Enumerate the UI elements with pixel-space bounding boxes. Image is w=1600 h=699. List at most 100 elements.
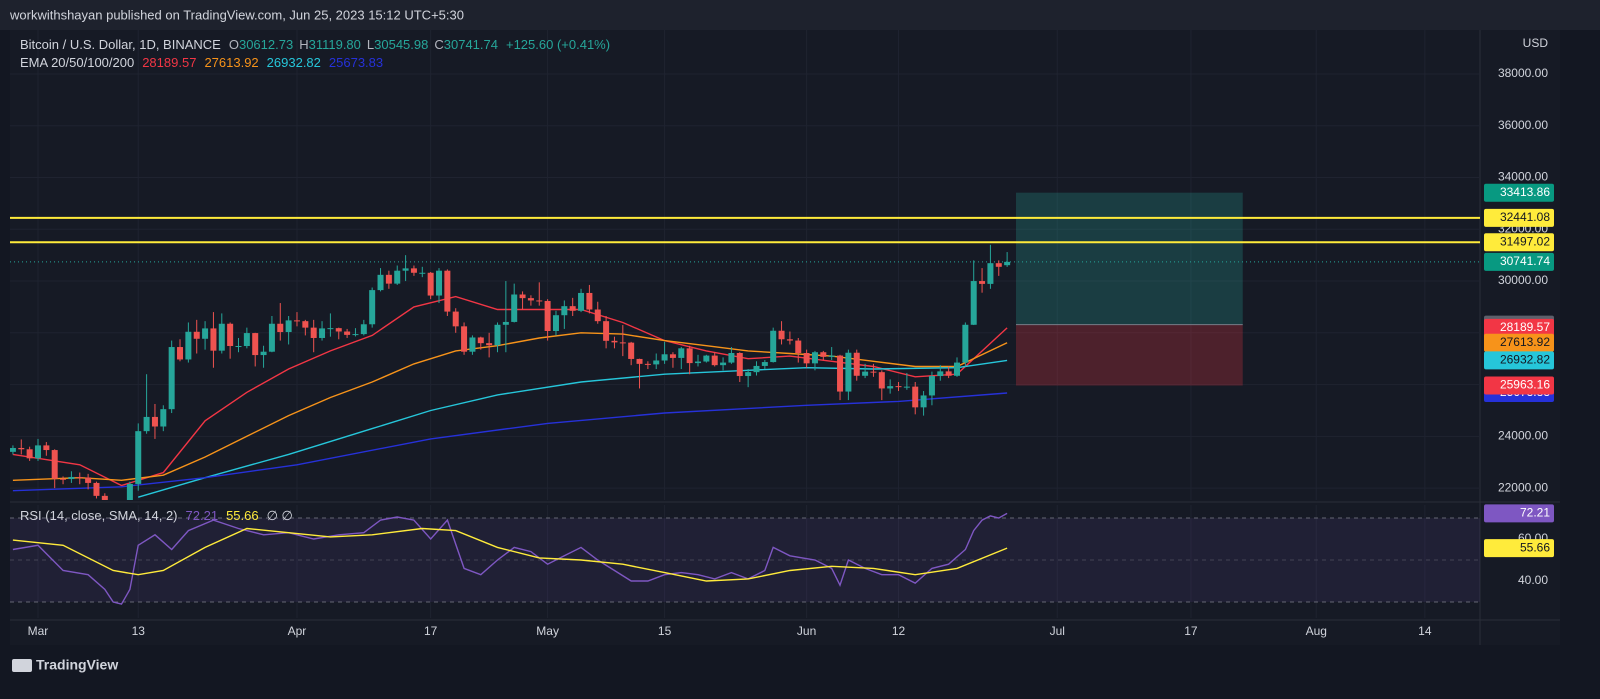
rsi-value: 72.21: [186, 508, 219, 523]
candle-body: [419, 272, 426, 274]
rsi-label: 55.66: [1520, 540, 1550, 554]
rsi-line: [12, 512, 1008, 605]
ohlc-label: C: [434, 37, 443, 52]
x-tick-label: Mar: [28, 624, 49, 638]
ohlc-value: 30741.74: [444, 37, 498, 52]
candle-body: [837, 355, 844, 392]
candle-body: [586, 292, 593, 310]
indicator-label: EMA 20/50/100/200: [20, 55, 134, 70]
candle-body: [552, 315, 559, 331]
candle-body: [578, 292, 585, 311]
ema-legend: EMA 20/50/100/200 28189.57 27613.92 26932.8…: [20, 55, 383, 70]
candle-body: [260, 351, 267, 356]
candle-body: [745, 372, 752, 377]
x-tick-label: Aug: [1306, 624, 1327, 638]
candle-body: [970, 281, 977, 325]
candle-body: [786, 339, 793, 341]
candle-body: [51, 450, 58, 479]
candle-body: [778, 330, 785, 340]
x-tick-label: May: [536, 624, 559, 638]
candle-body: [85, 477, 92, 483]
candle-body: [177, 347, 184, 360]
footer-logo: TradingView: [36, 657, 118, 673]
candle-body: [243, 333, 250, 347]
ema-label: 28189.57: [1500, 320, 1550, 334]
x-tick-label: 14: [1418, 624, 1432, 638]
candle-body: [728, 352, 735, 363]
profit-zone: [1015, 192, 1243, 325]
candle-body: [695, 361, 702, 364]
chart-area: [10, 30, 1560, 645]
candle-body: [912, 386, 919, 408]
y-tick-label: 36000.00: [1498, 118, 1548, 132]
ohlc-value: 30545.98: [374, 37, 428, 52]
candle-body: [920, 395, 927, 408]
candle-body: [928, 376, 935, 396]
rsi-label: 72.21: [1520, 506, 1550, 520]
candle-body: [185, 331, 192, 360]
candle-body: [43, 445, 50, 451]
level-label: 31497.02: [1500, 234, 1550, 248]
candle-body: [126, 483, 133, 500]
candle-body: [410, 268, 417, 273]
candle-body: [235, 346, 242, 348]
candle-body: [10, 447, 16, 452]
target-label: 33413.86: [1500, 185, 1550, 199]
candle-body: [360, 324, 367, 335]
ema-tag: [1484, 333, 1554, 352]
candle-body: [527, 298, 534, 301]
candle-body: [895, 386, 902, 388]
rsi-tag: [1484, 504, 1554, 523]
candle-body: [277, 323, 284, 333]
candle-body: [486, 343, 493, 346]
ohlc-value: 30612.73: [239, 37, 293, 52]
x-tick-label: Jul: [1050, 624, 1065, 638]
candle-body: [394, 270, 401, 284]
candle-body: [18, 447, 25, 450]
candle-body: [293, 320, 300, 322]
ohlc-label: O: [229, 37, 239, 52]
candle-body: [686, 348, 693, 364]
candle-body: [511, 294, 518, 322]
ema-value: 26932.82: [267, 55, 321, 70]
candle-body: [252, 333, 259, 356]
candle-body: [820, 352, 827, 357]
candle-body: [310, 327, 317, 338]
y-tick-label: 34000.00: [1498, 170, 1548, 184]
symbol-title: Bitcoin / U.S. Dollar, 1D, BINANCE: [20, 37, 221, 52]
candle-body: [828, 355, 835, 357]
candle-body: [469, 337, 476, 352]
rsi-label: RSI (14, close, SMA, 14, 2): [20, 508, 178, 523]
ohlc-label: H: [299, 37, 308, 52]
candle-body: [444, 270, 451, 312]
ohlc-value: 31119.80: [309, 37, 361, 52]
candle-body: [377, 274, 384, 291]
candle-body: [461, 326, 468, 352]
target-tag: [1484, 183, 1554, 202]
candle-body: [795, 340, 802, 353]
ema-tag: [1484, 318, 1554, 337]
candle-body: [995, 263, 1002, 267]
ema-value: 28189.57: [142, 55, 196, 70]
candle-body: [761, 362, 768, 366]
rsi-tag: [1484, 539, 1554, 558]
candle-body: [436, 270, 443, 296]
x-tick-label: 15: [658, 624, 672, 638]
candle-body: [862, 371, 869, 376]
candle-body: [327, 328, 334, 330]
y-tick-label: 22000.00: [1498, 480, 1548, 494]
candle-body: [569, 306, 576, 311]
candle-body: [628, 342, 635, 359]
x-tick-label: 17: [424, 624, 438, 638]
candle-body: [945, 371, 952, 376]
x-tick-label: 17: [1184, 624, 1198, 638]
publisher: workwithshayan published on TradingView.…: [9, 7, 464, 22]
loss-zone: [1015, 324, 1243, 386]
candle-body: [34, 445, 41, 459]
candle-body: [661, 354, 668, 361]
candle-body: [770, 330, 777, 363]
candle-body: [703, 355, 710, 362]
ema-line: [12, 392, 1008, 492]
candle-body: [619, 342, 626, 344]
candle-body: [160, 409, 167, 427]
